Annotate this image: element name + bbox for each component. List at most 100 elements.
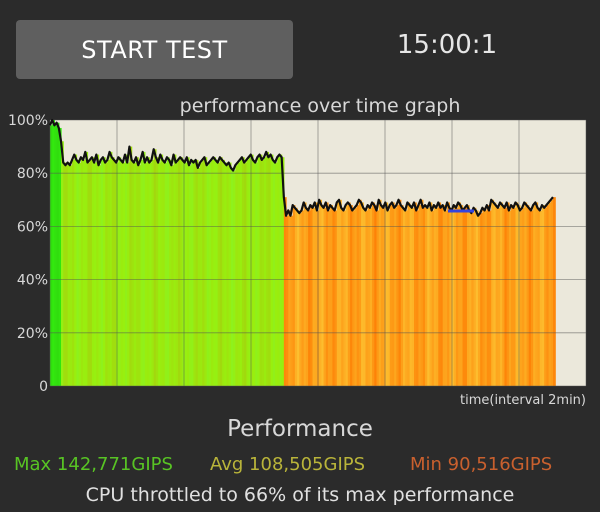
- performance-bar: [65, 165, 69, 386]
- performance-bar: [394, 207, 397, 386]
- performance-bar: [471, 213, 475, 386]
- performance-bar: [453, 205, 457, 386]
- performance-bar: [120, 159, 124, 386]
- performance-bar: [429, 202, 433, 386]
- performance-bar: [85, 151, 89, 386]
- performance-bar: [526, 205, 530, 386]
- performance-bar: [206, 165, 210, 386]
- performance-bar: [155, 157, 159, 386]
- start-test-button[interactable]: START TEST: [16, 20, 293, 79]
- performance-bar: [213, 157, 217, 386]
- performance-bar: [354, 207, 358, 386]
- performance-bar: [310, 205, 314, 386]
- performance-bar: [224, 162, 228, 386]
- performance-bar: [396, 205, 400, 386]
- performance-bar: [54, 125, 58, 386]
- performance-bar: [184, 162, 188, 386]
- performance-bar: [58, 127, 62, 387]
- performance-bar: [442, 205, 446, 386]
- performance-bar: [281, 157, 285, 386]
- performance-bar: [122, 162, 126, 386]
- performance-bar: [319, 199, 322, 386]
- performance-bar: [252, 159, 256, 386]
- performance-bar: [308, 210, 311, 386]
- performance-bar: [438, 202, 442, 386]
- performance-bar: [455, 207, 459, 386]
- performance-bar: [535, 202, 539, 386]
- performance-bar: [102, 157, 106, 386]
- performance-bar: [334, 210, 338, 386]
- performance-bar: [116, 162, 119, 386]
- performance-bar: [365, 210, 369, 386]
- performance-bar: [405, 210, 408, 386]
- performance-bar: [261, 159, 265, 386]
- performance-bar: [171, 165, 175, 386]
- performance-bar: [180, 157, 183, 386]
- performance-bar: [219, 157, 223, 386]
- performance-bar: [301, 210, 305, 386]
- performance-bar: [416, 210, 420, 386]
- performance-bar: [69, 165, 73, 386]
- performance-bar: [193, 162, 197, 386]
- performance-bar: [480, 213, 484, 386]
- performance-bar: [537, 207, 541, 386]
- performance-bar: [297, 210, 300, 386]
- y-axis-ticks: 100% 80% 60% 40% 20% 0: [8, 113, 48, 395]
- y-tick-label: 40%: [17, 273, 48, 289]
- performance-bar: [283, 197, 287, 386]
- performance-bar: [153, 149, 157, 386]
- performance-bar: [398, 199, 402, 386]
- performance-bar: [211, 159, 214, 386]
- performance-bar: [484, 210, 488, 386]
- performance-bar: [431, 210, 435, 386]
- graph-title: performance over time graph: [180, 95, 461, 117]
- performance-bar: [502, 205, 506, 386]
- performance-bar: [105, 162, 108, 386]
- plot-grid: [49, 119, 587, 387]
- performance-bar: [204, 157, 208, 386]
- performance-bar: [546, 205, 550, 386]
- performance-bar: [288, 210, 292, 386]
- throttle-note: CPU throttled to 66% of its max performa…: [85, 484, 515, 506]
- performance-bar: [113, 159, 117, 386]
- performance-bar: [350, 205, 353, 386]
- performance-bar: [142, 151, 146, 386]
- performance-bar: [177, 159, 181, 386]
- performance-bar: [312, 207, 316, 386]
- performance-bar: [233, 170, 236, 386]
- performance-bar: [100, 159, 104, 386]
- performance-bar: [367, 205, 371, 386]
- performance-bar: [436, 207, 439, 386]
- performance-title: Performance: [227, 416, 373, 442]
- performance-bar: [486, 205, 490, 386]
- performance-bar: [433, 205, 437, 386]
- performance-bar: [325, 202, 329, 386]
- performance-bar: [277, 157, 281, 386]
- performance-bar: [52, 120, 56, 386]
- min-performance-stat: Min 90,516GIPS: [410, 454, 553, 475]
- performance-bar: [422, 207, 426, 386]
- y-tick-label: 80%: [17, 166, 48, 182]
- performance-bar: [544, 207, 547, 386]
- performance-bar: [407, 202, 411, 386]
- performance-bar: [166, 157, 170, 386]
- performance-bar: [339, 199, 342, 386]
- performance-bar: [255, 162, 258, 386]
- performance-bar: [491, 199, 495, 386]
- performance-bar: [427, 207, 431, 386]
- performance-bar: [208, 162, 212, 386]
- performance-bar: [400, 205, 404, 386]
- performance-bar: [226, 165, 230, 386]
- performance-bar: [266, 151, 270, 386]
- performance-bar: [358, 199, 362, 386]
- performance-bar: [336, 202, 340, 386]
- performance-bar: [522, 207, 525, 386]
- performance-bar: [89, 159, 93, 386]
- y-tick-label: 60%: [17, 219, 48, 235]
- performance-bar: [217, 162, 221, 386]
- performance-bar: [94, 162, 97, 386]
- performance-bar: [80, 157, 84, 386]
- y-tick-label: 20%: [17, 326, 48, 342]
- performance-bar: [67, 162, 71, 386]
- performance-bar: [91, 157, 95, 386]
